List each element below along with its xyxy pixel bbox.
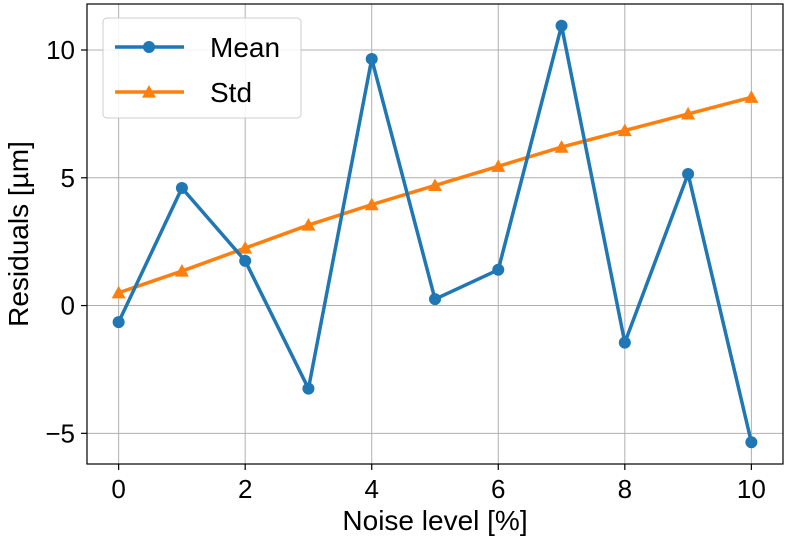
x-tick-label: 4 (364, 474, 378, 504)
data-point (555, 19, 568, 32)
data-point (681, 106, 696, 120)
x-axis-label: Noise level [%] (342, 505, 527, 536)
data-point (682, 167, 695, 180)
x-tick-label: 10 (737, 474, 766, 504)
data-point (618, 336, 631, 349)
data-point (239, 254, 252, 267)
series-std (111, 90, 759, 299)
legend-marker-circle (143, 41, 155, 53)
legend-marker-triangle (142, 85, 156, 98)
axis-ticks: 0 2 4 6 8 10 −5 0 5 10 (45, 35, 765, 504)
data-point (364, 197, 379, 211)
data-point (238, 241, 253, 254)
data-point (429, 293, 441, 306)
legend-label: Std (210, 77, 252, 108)
x-tick-label: 2 (238, 474, 252, 504)
x-tick-label: 6 (491, 474, 505, 504)
series-layer (111, 19, 759, 449)
y-tick-label: −5 (45, 418, 75, 448)
plot-frame (86, 3, 784, 465)
data-point (301, 218, 316, 231)
legend-label: Mean (210, 32, 280, 63)
y-axis-label: Residuals [µm] (3, 141, 34, 327)
data-point (365, 52, 378, 65)
series-line-std (118, 95, 752, 295)
data-point (111, 285, 126, 299)
data-point (492, 263, 505, 276)
y-tick-label: 10 (46, 35, 75, 65)
y-tick-label: 0 (61, 291, 75, 321)
data-point (174, 264, 189, 277)
y-tick-label: 5 (61, 163, 75, 193)
data-point (617, 123, 632, 137)
series-mean (112, 19, 758, 449)
data-point (175, 182, 188, 194)
x-tick-label: 8 (618, 474, 632, 504)
data-point (744, 90, 759, 103)
data-point (554, 140, 569, 153)
data-point (491, 159, 506, 172)
x-tick-label: 0 (111, 474, 125, 504)
data-point (112, 316, 125, 329)
data-point (302, 382, 315, 395)
legend: Mean Std (102, 17, 302, 119)
data-point (428, 178, 442, 192)
data-point (745, 436, 758, 449)
